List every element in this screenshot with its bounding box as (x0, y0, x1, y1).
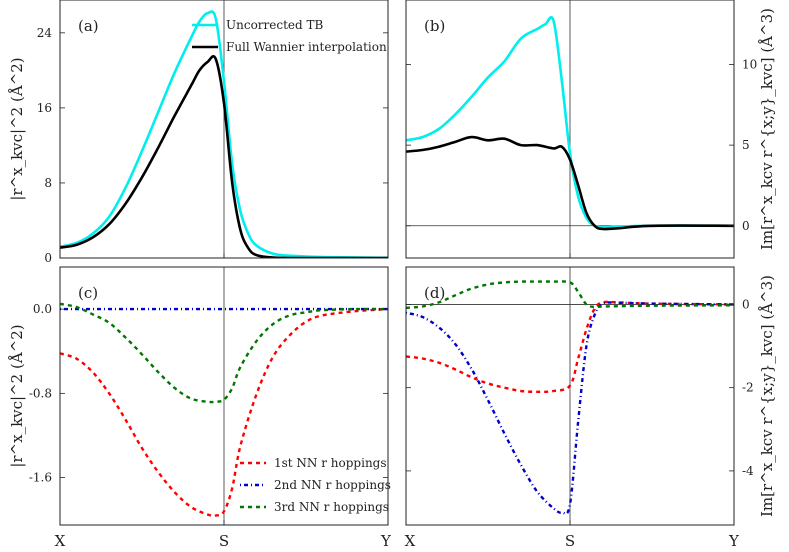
panel-d-xtick-label-X: X (405, 532, 416, 550)
panel-c-ytick-label: -1.6 (29, 471, 52, 485)
panel-d-xtick-label-Y: Y (728, 532, 740, 550)
panel-d-series-2 (406, 301, 734, 515)
panel-a: 0 8 16 24 (a) |r^x_kvc|^2 (Å^2) Uncorrected TB… (8, 0, 389, 265)
panel-b-ytick-label: 10 (742, 58, 757, 72)
panel-d-series-1 (406, 300, 734, 394)
panel-a-series-1 (60, 10, 388, 258)
panel-c-xtick-label-S: S (219, 532, 229, 550)
legend-entry-2: 2nd NN r hoppings (274, 478, 391, 492)
panel-b-label: (b) (424, 17, 445, 35)
panel-d-label: (d) (424, 284, 445, 302)
panel-b: 0 5 10 (b) Im[r^x_kcv r^{x;y}_kvc] (Å^3) (405, 0, 776, 259)
panel-d-xtick-label-S: S (565, 532, 575, 550)
panel-b-ylabel: Im[r^x_kcv r^{x;y}_kvc] (Å^3) (758, 8, 776, 250)
panel-c-ylabel: |r^x_kvc|^2 (Å^2) (8, 324, 26, 467)
panel-a-label: (a) (78, 17, 99, 35)
legend-entry-3: 3rd NN r hoppings (274, 500, 389, 514)
panel-c-legend: 1st NN r hoppings 2nd NN r hoppings 3rd NN… (240, 456, 391, 514)
panel-b-ytick-label: 5 (742, 138, 750, 152)
panel-a-ytick-label: 24 (37, 26, 53, 40)
legend-entry-1: 1st NN r hoppings (274, 456, 387, 470)
panel-d-ytick-label: -4 (742, 464, 754, 478)
panel-d-ytick-label: -2 (742, 381, 754, 395)
panel-a-ytick-label: 16 (37, 101, 52, 115)
panel-a-ytick-label: 0 (44, 251, 52, 265)
panel-c-series-3 (60, 302, 388, 404)
legend-entry-2: Full Wannier interpolation (226, 40, 387, 54)
panel-a-legend: Uncorrected TB Full Wannier interpolation (192, 18, 387, 54)
legend-entry-1: Uncorrected TB (226, 18, 324, 32)
panel-a-ylabel: |r^x_kvc|^2 (Å^2) (8, 57, 26, 200)
panel-c-series-1 (60, 307, 388, 517)
panel-d-ylabel: Im[r^x_kcv r^{x;y}_kvc] (Å^3) (758, 275, 776, 517)
panel-d: -4 -2 0 X S Y (d) Im[r^x_kcv r^{x;y}_kvc] (Å^3) (405, 266, 776, 550)
panel-b-ytick-label: 0 (742, 219, 750, 233)
panel-c: -1.6 -0.8 0.0 X S Y (c) |r^x_kvc|^2 (Å^2) 1st NN… (8, 266, 392, 550)
panel-a-ytick-label: 8 (44, 176, 52, 190)
panel-c-xtick-label-Y: Y (380, 532, 392, 550)
panel-b-series-1 (406, 16, 734, 229)
panel-a-series-2 (60, 55, 388, 258)
panel-c-ytick-label: 0.0 (33, 302, 52, 316)
panel-b-series-2 (406, 135, 734, 231)
panel-c-ytick-label: -0.8 (29, 386, 52, 400)
panel-c-label: (c) (78, 284, 98, 302)
panel-c-xtick-label-X: X (55, 532, 66, 550)
panel-d-ytick-label: 0 (742, 297, 750, 311)
